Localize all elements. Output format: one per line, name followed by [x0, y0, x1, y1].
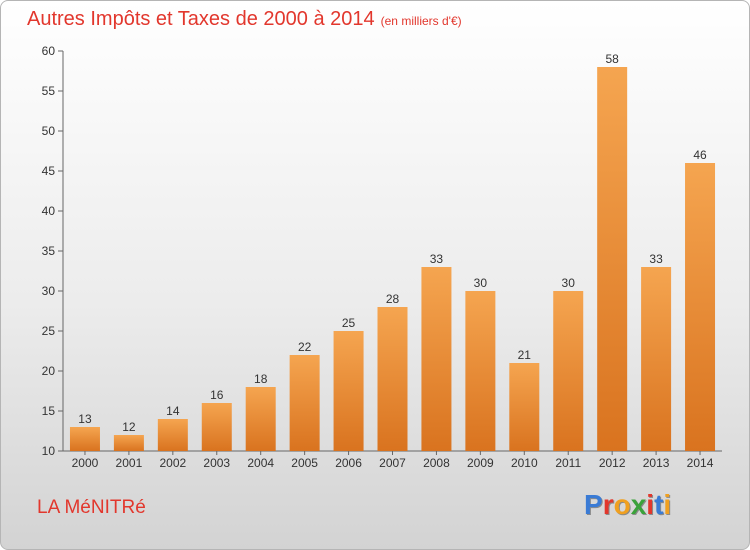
logo-letter: P	[584, 489, 603, 520]
bar-value-label: 13	[78, 412, 92, 426]
x-tick-label: 2012	[599, 456, 626, 470]
bar-value-label: 58	[605, 52, 619, 66]
x-tick-label: 2002	[159, 456, 186, 470]
x-tick-label: 2005	[291, 456, 318, 470]
bar-value-label: 16	[210, 388, 224, 402]
bar-2014	[685, 163, 716, 451]
bar-2006	[333, 331, 364, 451]
y-tick-label: 25	[42, 324, 56, 338]
y-tick-label: 60	[42, 44, 56, 58]
bar-value-label: 33	[430, 252, 444, 266]
bar-2011	[553, 291, 584, 451]
proxiti-logo: Proxiti	[584, 489, 671, 521]
bar-2008	[421, 267, 452, 451]
bar-2002	[157, 419, 188, 451]
bar-2000	[69, 427, 100, 451]
y-tick-label: 10	[42, 444, 56, 458]
bar-value-label: 25	[342, 316, 356, 330]
logo-letter: x	[630, 489, 647, 520]
bar-2005	[289, 355, 320, 451]
chart-bars: 13 12 14 16 18 22 25 28 33 30 21 30 58 33 46	[69, 52, 716, 451]
logo-letter: t	[654, 489, 664, 520]
x-tick-label: 2009	[467, 456, 494, 470]
logo-letter: r	[602, 489, 614, 520]
logo-letter: o	[613, 489, 631, 520]
bar-2004	[245, 387, 276, 451]
chart-title-text: Autres Impôts et Taxes de 2000 à 2014	[27, 8, 375, 30]
bar-value-label: 22	[298, 340, 312, 354]
commune-name: LA MéNITRé	[37, 497, 146, 518]
bar-value-label: 33	[649, 252, 663, 266]
x-tick-label: 2008	[423, 456, 450, 470]
bar-value-label: 14	[166, 404, 180, 418]
bar-value-label: 30	[474, 276, 488, 290]
chart-subtitle: (en milliers d'€)	[380, 14, 462, 28]
bar-2003	[201, 403, 232, 451]
bar-value-label: 18	[254, 372, 268, 386]
bar-2010	[509, 363, 540, 451]
y-tick-label: 40	[42, 204, 56, 218]
bar-value-label: 12	[122, 420, 136, 434]
logo-letter: i	[663, 489, 672, 520]
bar-2001	[113, 435, 144, 451]
chart-title: Autres Impôts et Taxes de 2000 à 2014 (en…	[27, 8, 462, 31]
y-tick-label: 30	[42, 284, 56, 298]
y-tick-label: 20	[42, 364, 56, 378]
x-tick-label: 2014	[687, 456, 714, 470]
x-tick-label: 2013	[643, 456, 670, 470]
bar-2012	[597, 67, 628, 451]
bar-2009	[465, 291, 496, 451]
y-tick-label: 50	[42, 124, 56, 138]
x-tick-label: 2004	[247, 456, 274, 470]
bar-value-label: 28	[386, 292, 400, 306]
x-tick-label: 2003	[203, 456, 230, 470]
x-tick-label: 2010	[511, 456, 538, 470]
x-tick-label: 2006	[335, 456, 362, 470]
y-tick-label: 45	[42, 164, 56, 178]
y-tick-label: 15	[42, 404, 56, 418]
x-tick-label: 2011	[555, 456, 581, 470]
bar-value-label: 21	[518, 348, 532, 362]
x-tick-label: 2001	[116, 456, 143, 470]
bar-value-label: 46	[693, 148, 707, 162]
x-tick-label: 2000	[72, 456, 99, 470]
bar-2013	[641, 267, 672, 451]
bar-2007	[377, 307, 408, 451]
bar-value-label: 30	[562, 276, 576, 290]
logo-letter: i	[646, 489, 655, 520]
y-tick-label: 55	[42, 84, 56, 98]
x-tick-label: 2007	[379, 456, 406, 470]
y-tick-label: 35	[42, 244, 56, 258]
